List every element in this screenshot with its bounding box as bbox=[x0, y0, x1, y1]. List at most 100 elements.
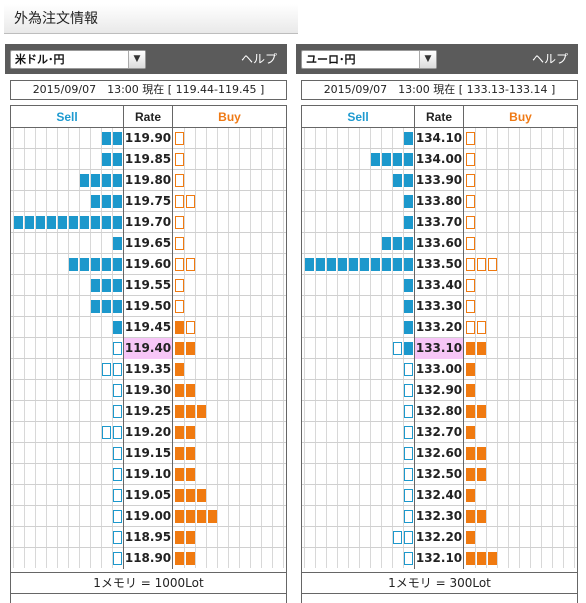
chevron-down-icon[interactable]: ▼ bbox=[419, 51, 436, 68]
grid-line bbox=[552, 191, 553, 211]
grid-line bbox=[563, 527, 564, 547]
grid-line bbox=[35, 338, 36, 358]
grid-line bbox=[497, 548, 498, 568]
grid-line bbox=[250, 548, 251, 568]
grid-line bbox=[475, 443, 476, 463]
grid-line bbox=[13, 254, 14, 274]
buy-order-block bbox=[186, 468, 195, 481]
sell-bar bbox=[11, 296, 123, 317]
grid-line bbox=[261, 338, 262, 358]
grid-line bbox=[228, 149, 229, 169]
grid-line bbox=[370, 380, 371, 400]
grid-line bbox=[392, 254, 393, 274]
buy-order-block bbox=[466, 384, 475, 397]
chevron-down-icon[interactable]: ▼ bbox=[128, 51, 145, 68]
grid-line bbox=[304, 254, 305, 274]
grid-line bbox=[261, 548, 262, 568]
help-link[interactable]: ヘルプ bbox=[240, 52, 277, 66]
grid-line bbox=[13, 296, 14, 316]
sell-bar bbox=[302, 191, 414, 212]
grid-line bbox=[250, 506, 251, 526]
buy-position-block bbox=[466, 153, 475, 166]
grid-line bbox=[348, 485, 349, 505]
grid-line bbox=[475, 296, 476, 316]
buy-bar bbox=[464, 128, 577, 149]
grid-line bbox=[195, 212, 196, 232]
grid-line bbox=[112, 548, 113, 568]
grid-line bbox=[184, 464, 185, 484]
grid-line bbox=[337, 506, 338, 526]
page-title: 外為注文情報 bbox=[4, 4, 298, 34]
grid-line bbox=[315, 380, 316, 400]
buy-bar bbox=[464, 338, 577, 359]
order-book-row: 119.60 bbox=[11, 254, 286, 275]
grid-line bbox=[68, 422, 69, 442]
grid-line bbox=[112, 485, 113, 505]
grid-line bbox=[112, 296, 113, 316]
help-link[interactable]: ヘルプ bbox=[531, 52, 568, 66]
grid-line bbox=[497, 338, 498, 358]
currency-pair-select[interactable]: 米ドル･円 ▼ bbox=[10, 50, 146, 69]
grid-line bbox=[24, 485, 25, 505]
order-book-row: 119.15 bbox=[11, 443, 286, 464]
rate-cell: 134.00 bbox=[414, 149, 464, 170]
grid-line bbox=[46, 422, 47, 442]
grid-line bbox=[228, 506, 229, 526]
grid-line bbox=[530, 212, 531, 232]
grid-line bbox=[239, 443, 240, 463]
order-book-row: 119.50 bbox=[11, 296, 286, 317]
grid-line bbox=[552, 254, 553, 274]
grid-line bbox=[392, 233, 393, 253]
grid-line bbox=[250, 464, 251, 484]
grid-line bbox=[206, 506, 207, 526]
grid-line bbox=[348, 443, 349, 463]
order-book-row: 133.60 bbox=[302, 233, 577, 254]
grid-line bbox=[112, 338, 113, 358]
grid-line bbox=[552, 212, 553, 232]
grid-line bbox=[519, 506, 520, 526]
sell-bar bbox=[11, 170, 123, 191]
order-book-row: 119.40 bbox=[11, 338, 286, 359]
grid-line bbox=[101, 338, 102, 358]
grid-line bbox=[392, 464, 393, 484]
currency-pair-select[interactable]: ユーロ･円 ▼ bbox=[301, 50, 437, 69]
currency-pair-label: 米ドル･円 bbox=[15, 53, 65, 66]
buy-position-block bbox=[186, 258, 195, 271]
grid-line bbox=[35, 254, 36, 274]
grid-line bbox=[530, 380, 531, 400]
grid-line bbox=[315, 128, 316, 148]
grid-line bbox=[359, 128, 360, 148]
grid-line bbox=[337, 275, 338, 295]
grid-line bbox=[101, 254, 102, 274]
grid-line bbox=[79, 338, 80, 358]
rate-cell: 119.85 bbox=[123, 149, 173, 170]
grid-line bbox=[486, 170, 487, 190]
sell-bar bbox=[302, 380, 414, 401]
grid-line bbox=[13, 443, 14, 463]
sell-order-block bbox=[393, 174, 402, 187]
order-book-row: 134.00 bbox=[302, 149, 577, 170]
grid-line bbox=[381, 191, 382, 211]
rate-cell: 119.90 bbox=[123, 128, 173, 149]
grid-line bbox=[57, 275, 58, 295]
grid-line bbox=[239, 548, 240, 568]
grid-line bbox=[541, 254, 542, 274]
grid-line bbox=[563, 485, 564, 505]
rate-cell: 119.35 bbox=[123, 359, 173, 380]
grid-line bbox=[337, 212, 338, 232]
buy-bar bbox=[464, 191, 577, 212]
order-book-row: 119.35 bbox=[11, 359, 286, 380]
rate-cell: 133.50 bbox=[414, 254, 464, 275]
grid-line bbox=[337, 170, 338, 190]
grid-line bbox=[348, 296, 349, 316]
buy-position-block bbox=[466, 174, 475, 187]
buy-position-block bbox=[488, 258, 497, 271]
grid-line bbox=[403, 527, 404, 547]
grid-line bbox=[261, 401, 262, 421]
sell-order-block bbox=[91, 174, 100, 187]
sell-position-block bbox=[113, 552, 122, 565]
sell-order-block bbox=[404, 258, 413, 271]
grid-line bbox=[552, 548, 553, 568]
current-rate-cell: 133.10 bbox=[414, 338, 464, 359]
grid-line bbox=[184, 275, 185, 295]
